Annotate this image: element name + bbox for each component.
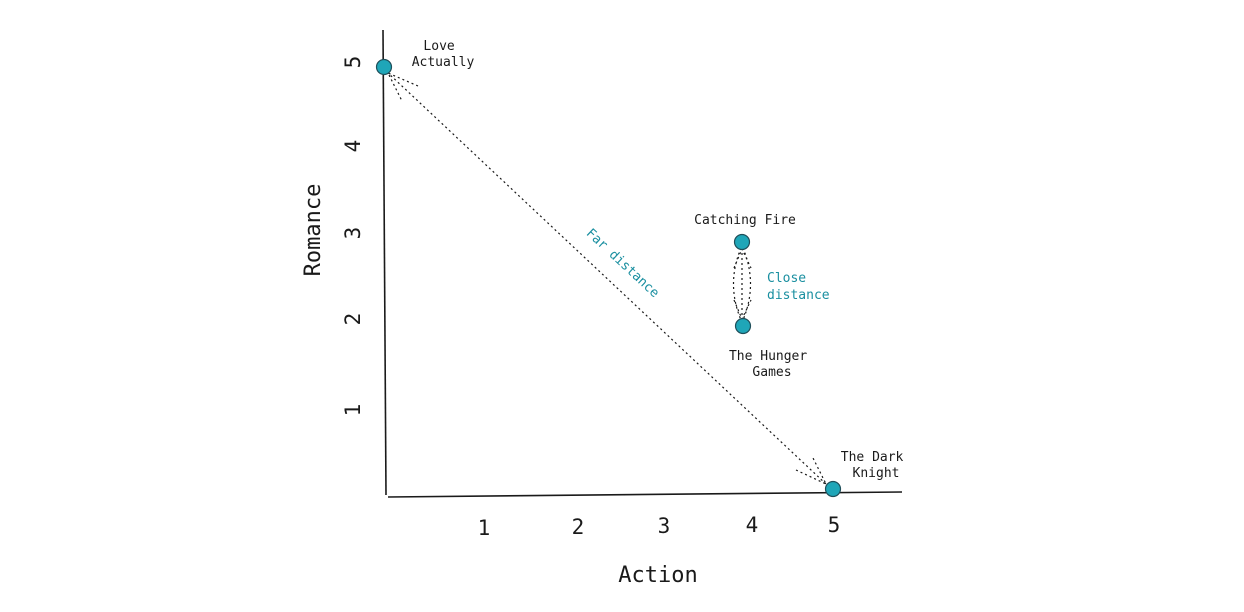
close-distance-label: Close distance bbox=[767, 271, 830, 303]
far-distance-connector bbox=[386, 71, 827, 485]
x-tick-label: 1 bbox=[478, 516, 491, 540]
point-love-actually bbox=[375, 58, 393, 76]
x-axis-line bbox=[387, 491, 903, 498]
y-tick-label: 1 bbox=[341, 404, 365, 417]
x-axis-title: Action bbox=[618, 563, 697, 588]
close-distance-connector bbox=[742, 247, 752, 321]
arrowhead-icon bbox=[795, 455, 828, 486]
arrowhead-icon bbox=[386, 71, 419, 102]
point-hunger-games bbox=[734, 317, 752, 335]
y-tick-label: 3 bbox=[341, 227, 365, 240]
close-distance-connector bbox=[732, 247, 742, 321]
point-label-love-actually: Love Actually bbox=[412, 39, 475, 70]
y-axis-line bbox=[382, 29, 387, 496]
y-tick-label: 4 bbox=[341, 140, 365, 153]
y-tick-label: 2 bbox=[341, 313, 365, 326]
point-label-catching-fire: Catching Fire bbox=[694, 213, 796, 228]
x-tick-label: 2 bbox=[572, 515, 585, 539]
point-catching-fire bbox=[733, 233, 751, 251]
x-tick-label: 5 bbox=[828, 513, 841, 537]
x-tick-label: 4 bbox=[746, 513, 759, 537]
point-label-dark-knight: The Dark Knight bbox=[841, 450, 911, 481]
far-distance-label: Far distance bbox=[583, 226, 662, 301]
x-tick-label: 3 bbox=[658, 514, 671, 538]
point-label-hunger-games: The Hunger Games bbox=[729, 349, 815, 380]
y-tick-label: 5 bbox=[341, 56, 365, 69]
point-dark-knight bbox=[824, 480, 842, 498]
y-axis-title: Romance bbox=[301, 184, 326, 277]
